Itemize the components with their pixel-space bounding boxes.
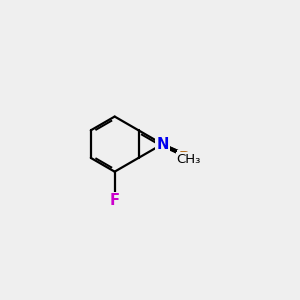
Text: F: F [110, 193, 120, 208]
Text: N: N [156, 136, 169, 152]
Text: CH₃: CH₃ [176, 153, 201, 166]
Text: Br: Br [178, 151, 197, 166]
